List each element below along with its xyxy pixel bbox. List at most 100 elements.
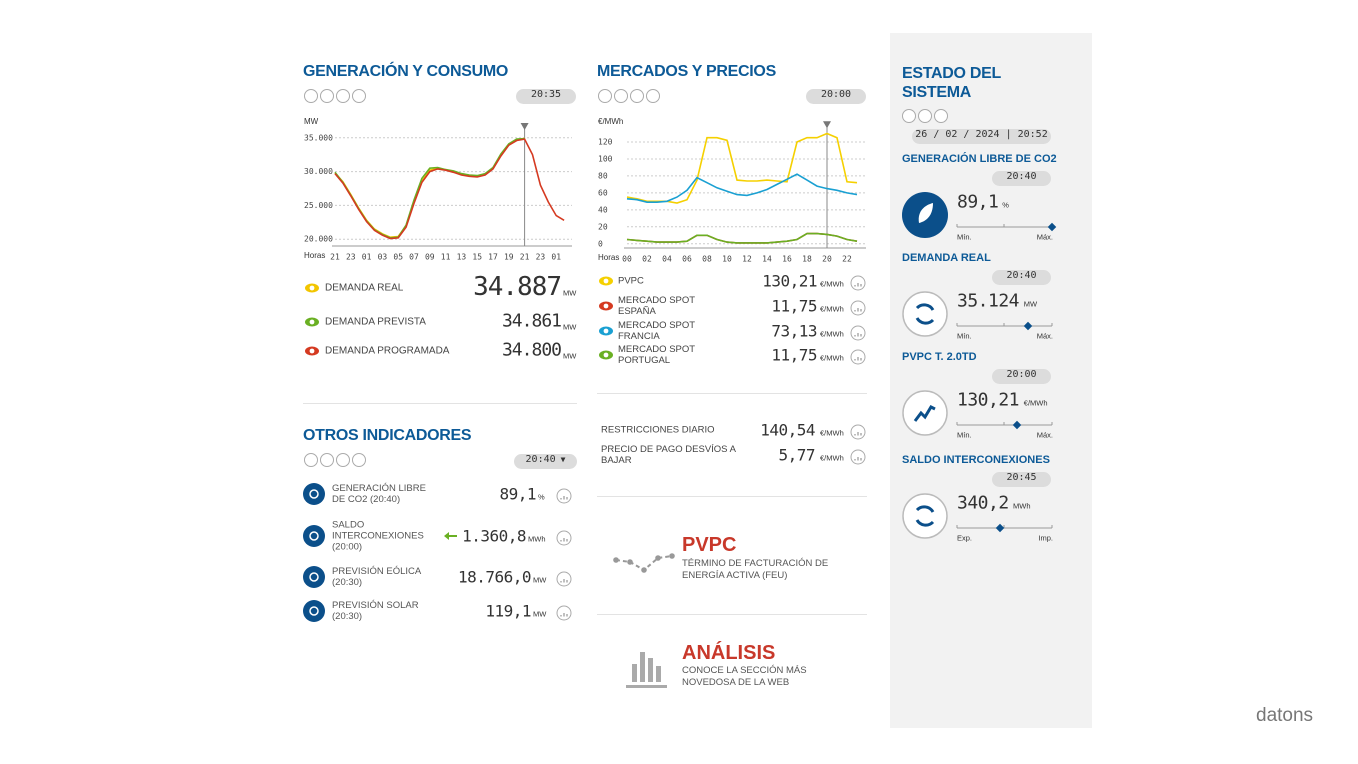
- y-tick-label: 120: [598, 137, 613, 146]
- pvpc-icon-dot: [641, 567, 647, 573]
- action-icon: [646, 89, 660, 103]
- y-tick-label: 0: [598, 239, 603, 248]
- x-tick-label: 15: [472, 253, 482, 262]
- time-text: 20:35: [530, 89, 562, 100]
- analysis-icon: [626, 652, 667, 688]
- indicator-unit: €/MWh: [820, 279, 844, 289]
- indicator-icon: [303, 600, 325, 622]
- x-tick-label: 11: [441, 253, 451, 262]
- indicator-unit: €/MWh: [820, 304, 844, 314]
- y-axis-label: €/MWh: [598, 117, 623, 126]
- exchange-arrow-shape: [444, 532, 457, 540]
- indicator-unit: €/MWh: [820, 453, 844, 463]
- status-unit: MW: [1023, 299, 1038, 309]
- status-icon-glyph: [918, 203, 933, 223]
- watermark: datons: [1256, 705, 1314, 726]
- status-value: 89,1: [957, 191, 999, 213]
- x-axis-label: Horas: [304, 251, 325, 260]
- indicator-label: PRECIO DE PAGO DESVÍOS A BAJAR: [601, 444, 736, 466]
- indicator-unit: €/MWh: [820, 353, 844, 363]
- x-tick-label: 23: [536, 253, 546, 262]
- x-tick-label: 12: [742, 255, 752, 264]
- status-title: PVPC T. 2.0TD: [902, 351, 977, 363]
- promo-text: CONOCE LA SECCIÓN MÁS NOVEDOSA DE LA WEB: [682, 665, 807, 688]
- x-tick-label: 16: [782, 255, 792, 264]
- action-icons: [902, 109, 948, 123]
- slider-knob: [1012, 420, 1022, 430]
- status-value: 35.124: [957, 290, 1020, 312]
- indicator-value: 34.887: [473, 272, 562, 302]
- action-icon: [598, 89, 612, 103]
- analysis-icon-bar: [640, 652, 645, 682]
- separator: [597, 393, 867, 394]
- legend-label: PVPC: [618, 275, 644, 287]
- y-tick-label: 35.000: [304, 133, 333, 142]
- status-value: 130,21: [957, 389, 1020, 411]
- x-tick-label: 02: [642, 255, 652, 264]
- action-icon: [352, 453, 366, 467]
- x-tick-label: 18: [802, 255, 812, 264]
- indicator-label: GENERACIÓN LIBRE DE CO2 (20:40): [332, 483, 426, 505]
- separator: [597, 496, 867, 497]
- time-text: 20:40: [1006, 171, 1037, 182]
- line-chart: €/MWh 0 20 40 60 80 100 120 Horas 00 02 04 06 08 10 12 1…: [598, 117, 866, 264]
- chart-button: [556, 571, 572, 587]
- indicator-value: 11,75: [771, 296, 817, 316]
- time-text: 20:40: [1006, 270, 1037, 281]
- status-slider: [956, 420, 1053, 430]
- indicator-unit: MW: [563, 288, 577, 298]
- analysis-icon-base: [626, 685, 667, 688]
- status-icon-circle: [902, 390, 948, 436]
- x-tick-label: 21: [520, 253, 530, 262]
- action-icon: [320, 453, 334, 467]
- status-title: GENERACIÓN LIBRE DE CO2: [902, 153, 1057, 165]
- legend-eye: [599, 276, 613, 286]
- indicator-unit: MW: [533, 575, 547, 585]
- series-line: [334, 137, 525, 239]
- indicator-value: 73,13: [771, 321, 817, 341]
- time-pill: 20:40: [992, 270, 1051, 285]
- indicator-value: 18.766,0: [457, 567, 532, 587]
- y-tick-label: 80: [598, 171, 608, 180]
- indicator-value: 89,1: [499, 484, 536, 504]
- section-title: MERCADOS Y PRECIOS: [597, 63, 776, 80]
- status-slider: [956, 321, 1053, 331]
- indicator-value: 140,54: [760, 420, 815, 440]
- indicator-icon-circle: [303, 525, 325, 547]
- legend-label: MERCADO SPOT ESPAÑA: [618, 295, 695, 317]
- indicator-value: 5,77: [778, 445, 815, 465]
- indicator-unit: MW: [563, 351, 577, 361]
- series-line: [626, 173, 858, 203]
- legend-eye: [305, 317, 319, 327]
- action-icon: [934, 109, 948, 123]
- time-text: 26 / 02 / 2024 | 20:52: [915, 129, 1048, 140]
- eye-pupil: [309, 319, 315, 325]
- y-tick-label: 100: [598, 154, 613, 163]
- status-unit: €/MWh: [1023, 398, 1048, 408]
- status-panel: [890, 33, 1092, 728]
- y-tick-label: 60: [598, 188, 608, 197]
- legend-label: DEMANDA PREVISTA: [325, 316, 426, 328]
- status-icon-circle: [902, 493, 948, 539]
- x-tick-label: 04: [662, 255, 672, 264]
- indicator-unit: MWh: [528, 534, 546, 544]
- status-value: 340,2: [957, 492, 1009, 514]
- action-icon: [304, 453, 318, 467]
- promo-title: PVPC: [682, 534, 737, 556]
- chart-button: [556, 530, 572, 546]
- legend-eye: [599, 350, 613, 360]
- chart-button: [556, 605, 572, 621]
- x-tick-label: 08: [702, 255, 712, 264]
- x-tick-label: 00: [622, 255, 632, 264]
- indicator-icon-glyph: [309, 531, 319, 541]
- x-tick-label: 21: [330, 253, 340, 262]
- pvpc-icon: [613, 553, 675, 573]
- x-tick-label: 13: [457, 253, 467, 262]
- indicator-unit: €/MWh: [820, 428, 844, 438]
- chart-button: [850, 349, 866, 365]
- time-text: 20:00: [1006, 369, 1037, 380]
- pvpc-icon-dot: [613, 557, 619, 563]
- series-line: [334, 137, 525, 239]
- slider-knob: [1047, 222, 1057, 232]
